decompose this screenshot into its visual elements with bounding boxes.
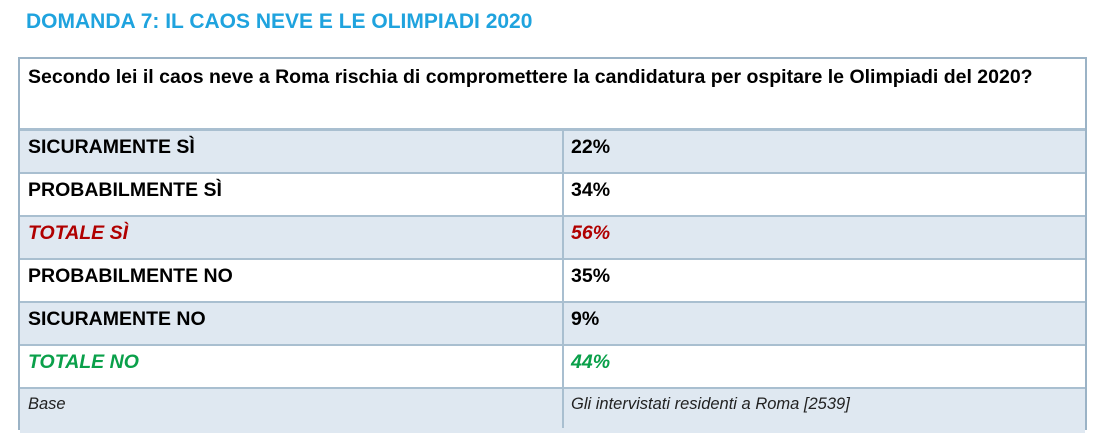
row-label: PROBABILMENTE SÌ [28, 179, 222, 201]
row-label: SICURAMENTE NO [28, 308, 206, 330]
base-value: Gli intervistati residenti a Roma [2539] [571, 395, 850, 413]
base-label: Base [28, 395, 66, 413]
table-row: SICURAMENTE SÌ 22% [20, 131, 1085, 174]
total-no-value: 44% [571, 351, 611, 373]
row-value: 35% [571, 265, 611, 287]
row-value: 9% [571, 308, 600, 330]
row-value: 34% [571, 179, 611, 201]
total-no-label: TOTALE NO [28, 351, 139, 373]
table-row: PROBABILMENTE NO 35% [20, 260, 1085, 303]
column-divider [562, 131, 564, 428]
page-title: DOMANDA 7: IL CAOS NEVE E LE OLIMPIADI 2… [26, 10, 533, 33]
results-table: Secondo lei il caos neve a Roma rischia … [18, 57, 1087, 433]
row-value: 22% [571, 136, 611, 158]
total-yes-label: TOTALE SÌ [28, 222, 129, 244]
question-text: Secondo lei il caos neve a Roma rischia … [20, 59, 1085, 131]
total-yes-value: 56% [571, 222, 611, 244]
table-row: PROBABILMENTE SÌ 34% [20, 174, 1085, 217]
table-row-total-yes: TOTALE SÌ 56% [20, 217, 1085, 260]
table-row-base: Base Gli intervistati residenti a Roma [… [20, 389, 1085, 433]
row-label: PROBABILMENTE NO [28, 265, 233, 287]
row-label: SICURAMENTE SÌ [28, 136, 195, 158]
table-row: SICURAMENTE NO 9% [20, 303, 1085, 346]
table-row-total-no: TOTALE NO 44% [20, 346, 1085, 389]
